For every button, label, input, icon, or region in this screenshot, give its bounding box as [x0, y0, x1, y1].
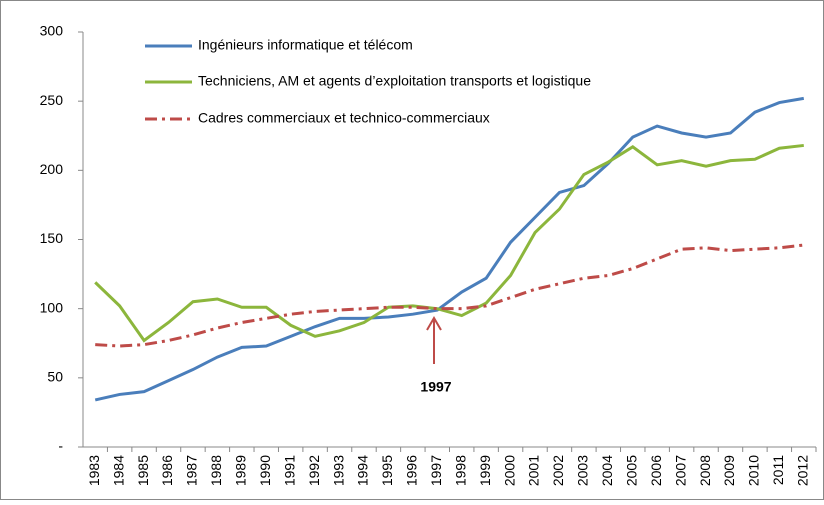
series-line [94, 96, 805, 402]
x-tick-label: 2000 [501, 455, 517, 486]
y-tick-label: 100 [40, 299, 64, 315]
y-tick-label: 250 [40, 92, 64, 108]
x-tick-label: 1996 [404, 455, 420, 486]
x-tick-label: 1985 [135, 455, 151, 486]
legend-label: Ingénieurs informatique et télécom [198, 37, 413, 53]
x-tick-label: 2002 [550, 455, 566, 486]
annotation: 1997 [420, 379, 451, 395]
x-tick-label: 2009 [721, 455, 737, 486]
x-tick-label: 1992 [306, 455, 322, 486]
series-line [94, 143, 804, 343]
x-tick-label: 2003 [575, 455, 591, 486]
x-tick-label: 2005 [623, 455, 639, 486]
x-tick-label: 1988 [208, 455, 224, 486]
x-tick-label: 2001 [526, 455, 542, 486]
x-tick-label: 1989 [233, 455, 249, 486]
legend-label: Techniciens, AM et agents d’exploitation… [198, 73, 591, 89]
x-tick-label: 1999 [477, 455, 493, 486]
y-tick-label: - [58, 438, 63, 454]
x-tick-label: 2008 [697, 455, 713, 486]
x-tick-label: 2006 [648, 455, 664, 486]
x-tick-label: 2007 [672, 455, 688, 486]
x-tick-label: 1994 [355, 455, 371, 486]
y-tick-label: 50 [47, 369, 63, 385]
x-tick-label: 1990 [257, 455, 273, 486]
x-tick-label: 1983 [86, 455, 102, 486]
x-tick-label: 1998 [452, 455, 468, 486]
x-tick-label: 2010 [746, 455, 762, 486]
x-tick-label: 2012 [794, 455, 810, 486]
series-line [95, 243, 804, 348]
x-tick-label: 2011 [770, 455, 786, 485]
x-tick-label: 2004 [599, 455, 615, 486]
legend-label: Cadres commerciaux et technico-commercia… [198, 110, 490, 126]
y-tick-label: 300 [40, 23, 64, 39]
x-tick-label: 1986 [159, 455, 175, 486]
y-tick-label: 200 [40, 161, 64, 177]
x-tick-label: 1995 [379, 455, 395, 486]
x-tick-label: 1993 [330, 455, 346, 486]
x-tick-label: 1984 [110, 455, 126, 486]
annotation-arrowhead [426, 316, 442, 331]
x-tick-label: 1991 [281, 455, 297, 486]
y-tick-label: 150 [40, 230, 64, 246]
x-tick-label: 1987 [184, 455, 200, 486]
x-tick-label: 1997 [428, 455, 444, 486]
